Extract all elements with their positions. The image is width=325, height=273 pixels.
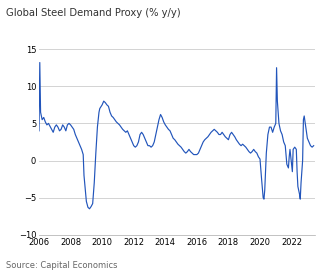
Text: Source: Capital Economics: Source: Capital Economics <box>6 261 118 270</box>
Text: Global Steel Demand Proxy (% y/y): Global Steel Demand Proxy (% y/y) <box>6 8 181 18</box>
